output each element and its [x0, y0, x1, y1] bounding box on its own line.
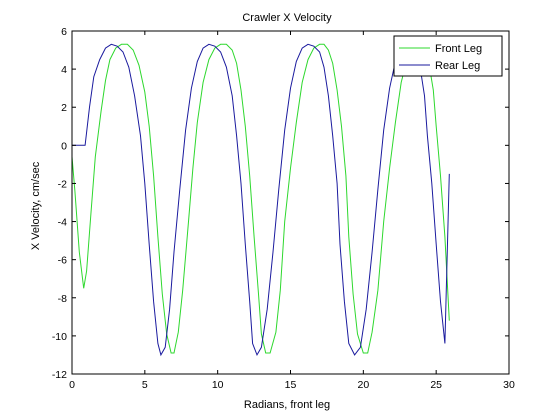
y-tick-label: -12	[52, 369, 67, 381]
x-tick-label: 5	[142, 379, 148, 391]
y-tick-label: 4	[61, 64, 67, 76]
x-tick-label: 0	[69, 379, 75, 391]
x-tick-label: 30	[503, 379, 515, 391]
y-tick-label: -10	[52, 331, 67, 343]
series-line-rear-leg	[72, 43, 450, 357]
chart-title: Crawler X Velocity	[242, 12, 332, 24]
y-tick-label: 0	[61, 140, 67, 152]
y-tick-label: 6	[61, 26, 67, 38]
x-tick-label: 25	[430, 379, 442, 391]
plot-area: 0 5 10 15 20 25 30 -12 -10 -8 -6 -4 -2 0 2 4 6	[52, 26, 515, 391]
x-axis-label: Radians, front leg	[244, 399, 330, 411]
x-tick-label: 15	[285, 379, 297, 391]
y-tick-label: -6	[58, 255, 67, 267]
y-tick-label: -8	[58, 293, 67, 305]
legend-label: Front Leg	[435, 43, 482, 55]
legend-box	[393, 35, 503, 77]
x-tick-label: 10	[212, 379, 224, 391]
y-tick-label: 2	[61, 102, 67, 114]
y-axis-label: X Velocity, cm/sec	[30, 161, 42, 250]
y-tick-label: -4	[58, 217, 67, 229]
x-tick-label: 20	[357, 379, 369, 391]
series-line-front-leg	[72, 43, 450, 354]
legend: Front Leg Rear Leg	[393, 35, 503, 77]
y-tick-label: -2	[58, 178, 67, 190]
legend-label: Rear Leg	[435, 60, 480, 72]
